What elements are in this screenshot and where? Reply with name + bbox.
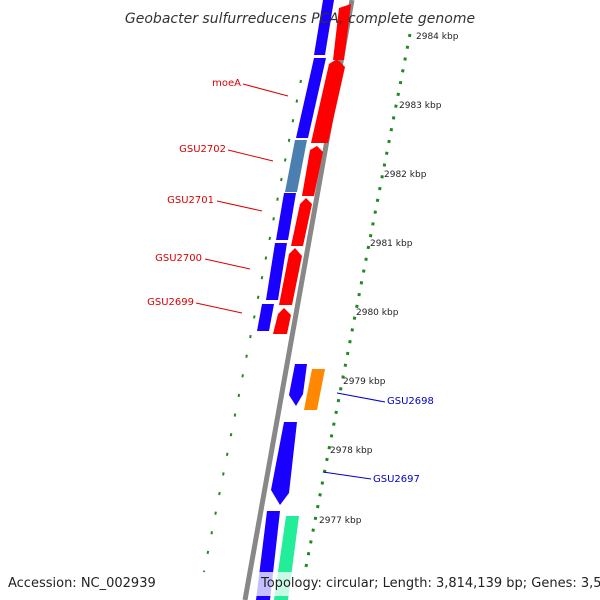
gene-arrow-gsu2698-reverse bbox=[304, 369, 325, 410]
gene-arrow-gsu2702 bbox=[285, 140, 307, 192]
leader-line-gsu2700 bbox=[204, 258, 251, 270]
gene-arrow-gsu2702-reverse bbox=[302, 146, 323, 196]
topology-label: Topology: circular; Length: 3,814,139 bp… bbox=[260, 576, 600, 591]
accession-label: Accession: NC_002939 bbox=[8, 576, 156, 591]
gene-label-moeA: moeA bbox=[212, 78, 241, 89]
gene-label-gsu2697: GSU2697 bbox=[373, 474, 420, 485]
scale-label-2980: 2980 kbp bbox=[356, 308, 399, 318]
leader-line-gsu2697 bbox=[322, 471, 372, 480]
scale-label-2983: 2983 kbp bbox=[399, 101, 442, 111]
scale-labels: 2984 kbp 2983 kbp 2982 kbp 2981 kbp 2980… bbox=[319, 32, 459, 526]
gene-label-gsu2698: GSU2698 bbox=[387, 396, 434, 407]
scale-label-2978: 2978 kbp bbox=[330, 446, 373, 456]
gc-content-track bbox=[203, 33, 412, 573]
leader-line-moeA bbox=[242, 83, 289, 97]
scale-label-2982: 2982 kbp bbox=[384, 170, 427, 180]
gene-arrow-gsu2700 bbox=[266, 243, 287, 300]
gene-arrow-gsu2698 bbox=[289, 364, 307, 406]
gene-arrow-gsu2701-reverse bbox=[291, 198, 312, 246]
gene-arrow-top-reverse bbox=[333, 4, 351, 60]
gene-label-gsu2701: GSU2701 bbox=[167, 195, 214, 206]
topology-label-background bbox=[256, 572, 594, 596]
gene-label-gsu2702: GSU2702 bbox=[179, 144, 226, 155]
leader-line-gsu2699 bbox=[195, 302, 243, 314]
forward-strand-genes bbox=[256, 0, 334, 600]
scale-label-2981: 2981 kbp bbox=[370, 239, 413, 249]
gene-arrow-gsu2699-reverse bbox=[273, 308, 291, 334]
leader-line-gsu2702 bbox=[227, 149, 274, 162]
gene-labels: moeA GSU2702 GSU2701 GSU2700 GSU2699 GSU… bbox=[147, 78, 434, 485]
map-title: Geobacter sulfurreducens PCA, complete g… bbox=[125, 11, 475, 27]
scale-label-2977: 2977 kbp bbox=[319, 516, 362, 526]
gene-arrow-gsu2701 bbox=[276, 193, 296, 240]
gc-outer-dotted-arc bbox=[303, 33, 412, 573]
leader-line-gsu2698 bbox=[336, 392, 386, 403]
leader-line-gsu2701 bbox=[216, 200, 263, 212]
gene-arrow-gsu2699 bbox=[257, 304, 274, 331]
gene-label-gsu2699: GSU2699 bbox=[147, 297, 194, 308]
gene-arrow-gsu2697 bbox=[271, 422, 297, 505]
gene-label-gsu2700: GSU2700 bbox=[155, 253, 202, 264]
scale-label-2979: 2979 kbp bbox=[343, 377, 386, 387]
gene-arrow-moeA bbox=[296, 58, 326, 138]
gene-arrow-moeA-reverse bbox=[311, 59, 345, 143]
gene-arrow-1 bbox=[314, 0, 334, 55]
scale-label-2984: 2984 kbp bbox=[416, 32, 459, 42]
gene-arrow-gsu2700-reverse bbox=[279, 248, 302, 305]
